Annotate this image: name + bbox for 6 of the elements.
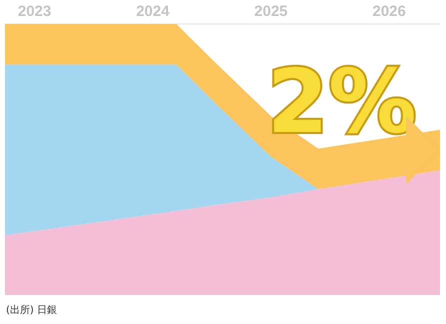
annotation: 2% xyxy=(267,50,417,153)
x-tick-label: 2026 xyxy=(372,3,406,20)
x-tick-label: 2023 xyxy=(18,3,52,20)
x-tick-label: 2024 xyxy=(136,3,170,20)
x-tick-label: 2025 xyxy=(254,3,288,20)
text: (出所) 日銀 xyxy=(6,304,57,317)
